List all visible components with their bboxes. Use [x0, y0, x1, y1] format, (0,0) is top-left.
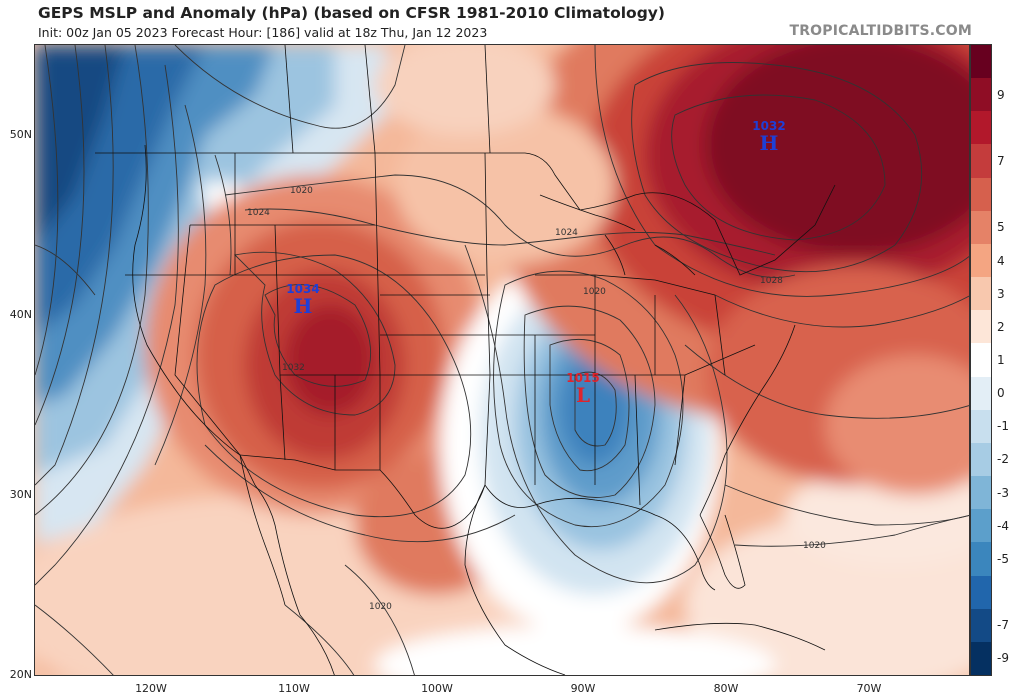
isobar-label: 1020	[583, 287, 606, 297]
colorbar-cell	[971, 310, 991, 344]
colorbar-tick-label: -4	[997, 518, 1009, 533]
lon-label-110w: 110W	[278, 682, 310, 695]
colorbar-tick-label: 0	[997, 386, 1005, 401]
isobar-label: 1020	[803, 541, 826, 551]
lat-label-20n: 20N	[9, 668, 32, 681]
high-marker-icon: H	[293, 294, 313, 318]
isobar-label: 1020	[290, 186, 313, 196]
colorbar-cell	[971, 243, 991, 278]
colorbar-tick-label: 2	[997, 319, 1005, 334]
source-credit: TROPICALTIDBITS.COM	[789, 23, 972, 39]
colorbar-tick-label: 9	[997, 87, 1005, 102]
anomaly-shading	[35, 45, 969, 675]
colorbar-tick-label: -9	[997, 651, 1009, 666]
isobar-label: 1032	[282, 363, 305, 373]
colorbar-tick-label: 1	[997, 353, 1005, 367]
colorbar-cell	[971, 45, 991, 79]
colorbar-cell	[971, 442, 991, 477]
low-marker-icon: L	[575, 383, 591, 407]
colorbar-cell	[971, 210, 991, 245]
colorbar-cell	[971, 641, 991, 676]
isobars	[35, 45, 969, 675]
colorbar-cell	[971, 542, 991, 577]
colorbar-cell	[971, 111, 991, 145]
colorbar-cell	[971, 177, 991, 212]
anomaly-colorbar	[970, 44, 992, 676]
colorbar-cell	[971, 78, 991, 112]
colorbar-tick-label: -5	[997, 551, 1009, 566]
isobar-label: 1020	[369, 602, 392, 612]
high-pressure-center-east: 1032 H	[749, 119, 789, 153]
colorbar-tick-label: -3	[997, 485, 1009, 500]
lon-label-120w: 120W	[135, 682, 167, 695]
colorbar-cell	[971, 144, 991, 179]
colorbar-cell	[971, 476, 991, 510]
map-panel: 1020 1024 1032 1024 1020 1028 1020 1020 …	[34, 44, 970, 676]
colorbar-tick-label: -7	[997, 618, 1009, 633]
boundaries	[95, 45, 836, 675]
center-value: 1034	[286, 282, 320, 296]
lat-label-50n: 50N	[9, 128, 32, 141]
center-value: 1015	[566, 371, 600, 385]
low-pressure-center: 1015 L	[563, 371, 603, 405]
colorbar-tick-label: 5	[997, 220, 1005, 235]
colorbar-cell	[971, 608, 991, 643]
colorbar-tick-label: 7	[997, 154, 1005, 169]
lat-label-30n: 30N	[9, 488, 32, 501]
high-pressure-center-west: 1034 H	[283, 282, 323, 316]
colorbar-tick-label: -1	[997, 419, 1009, 434]
lon-label-80w: 80W	[713, 682, 739, 695]
colorbar-cell	[971, 376, 991, 411]
lon-label-90w: 90W	[570, 682, 596, 695]
colorbar-cell	[971, 409, 991, 444]
colorbar-cell	[971, 343, 991, 378]
isobar-label: 1024	[247, 208, 270, 218]
colorbar-tick-label: 3	[997, 286, 1005, 301]
lon-label-100w: 100W	[421, 682, 453, 695]
colorbar-cell	[971, 277, 991, 311]
map-subtitle: Init: 00z Jan 05 2023 Forecast Hour: [18…	[38, 25, 488, 40]
colorbar-tick-label: -2	[997, 452, 1009, 467]
map-title: GEPS MSLP and Anomaly (hPa) (based on CF…	[38, 4, 665, 22]
high-marker-icon: H	[759, 131, 779, 155]
colorbar-cell	[971, 509, 991, 543]
isobar-label: 1028	[760, 276, 783, 286]
lon-label-70w: 70W	[856, 682, 882, 695]
center-value: 1032	[752, 119, 786, 133]
colorbar-cell	[971, 575, 991, 610]
lat-label-40n: 40N	[9, 308, 32, 321]
colorbar-tick-label: 4	[997, 253, 1005, 268]
isobar-label: 1024	[555, 228, 578, 238]
anomaly-map: 1020 1024 1032 1024 1020 1028 1020 1020	[35, 45, 969, 675]
